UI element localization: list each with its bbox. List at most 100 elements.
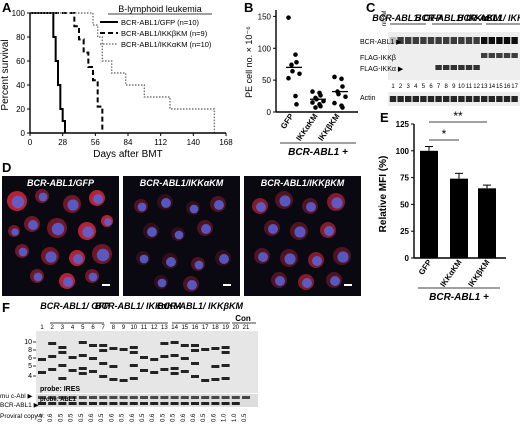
band-bcr-abl1 — [78, 402, 87, 405]
proviral-copy: 0.5 — [69, 413, 75, 422]
y-tick-label: 0 — [267, 108, 272, 117]
legend-label: BCR-ABL1/IKKαKM (n=10) — [121, 40, 212, 49]
integration-band — [180, 344, 189, 347]
sig-star-2: ** — [453, 110, 463, 123]
integration-band — [129, 346, 138, 349]
survival-curve-2 — [30, 12, 216, 133]
panel-f-letter: F — [2, 300, 10, 315]
band-bcr-abl1 — [511, 37, 518, 44]
integration-band — [191, 375, 199, 378]
integration-band — [119, 379, 128, 382]
lane-number: 5 — [422, 84, 426, 90]
lane-number: 21 — [243, 325, 250, 331]
integration-band — [211, 365, 220, 368]
band-mu-cabl — [160, 396, 169, 399]
cell-nucleus — [88, 272, 98, 282]
integration-band — [129, 364, 138, 367]
proviral-copy: 0.5 — [58, 413, 64, 422]
lane-number: 9 — [122, 325, 126, 331]
data-point — [294, 59, 299, 65]
integration-band — [99, 349, 108, 352]
band-actin — [511, 96, 518, 102]
panel-c-letter: C — [366, 0, 376, 15]
integration-band — [58, 351, 67, 354]
band-actin — [435, 96, 442, 102]
band-mu-cabl — [119, 396, 128, 399]
size-marker: 6 — [28, 355, 32, 362]
integration-band — [58, 364, 67, 367]
lane-number: 20 — [232, 325, 239, 331]
band-bcr-abl1 — [473, 37, 480, 44]
micrograph-ikka: BCR-ABL1/IKKαKM — [123, 176, 240, 296]
band-actin — [465, 96, 473, 102]
integration-band — [99, 344, 108, 347]
band-bcr-abl1 — [427, 37, 435, 44]
cell-nucleus — [302, 278, 312, 288]
data-point — [290, 68, 295, 74]
x-tick-label: 112 — [154, 138, 167, 147]
legend-title: B-lymphoid leukemia — [118, 4, 202, 14]
integration-band — [211, 347, 220, 350]
band-mu-cabl — [140, 396, 148, 399]
cell-nucleus — [284, 253, 296, 265]
scale-bar — [102, 284, 110, 286]
lane-number: 1 — [391, 84, 395, 90]
proviral-copy: 0.6 — [181, 413, 187, 422]
group-label: IKKαKM — [438, 258, 463, 289]
integration-band — [160, 342, 169, 345]
cell-nucleus — [147, 227, 157, 237]
band-actin — [412, 96, 419, 102]
panel-d-letter: D — [2, 160, 12, 175]
data-point — [340, 105, 345, 110]
integration-band — [99, 375, 108, 378]
pe-cell-ylabel: PE cell no. × 10⁻⁶ — [244, 26, 254, 98]
scale-bar — [223, 284, 231, 286]
lane-number: 7 — [437, 84, 441, 90]
lane-number: 10 — [130, 325, 137, 331]
lane-number: 14 — [171, 325, 178, 331]
integration-band — [160, 355, 169, 358]
data-point — [310, 100, 315, 105]
blot-header-gfp: BCR-ABL1/ GFP — [372, 13, 442, 23]
integration-band — [38, 358, 46, 361]
proviral-copy: 0.5 — [242, 413, 248, 422]
lane-number: 15 — [496, 84, 503, 90]
cell-nucleus — [73, 254, 83, 264]
integration-band — [191, 362, 199, 365]
panel-a-letter: A — [2, 0, 12, 15]
mfi-bar — [478, 188, 496, 258]
proviral-copy: 0.5 — [120, 413, 126, 422]
x-tick-label: 56 — [91, 138, 100, 147]
integration-band — [191, 349, 199, 352]
data-point — [297, 71, 302, 77]
integration-band — [191, 344, 199, 347]
band-bcr-abl1 — [180, 402, 189, 405]
mfi-chart: 0 25 50 75 100 125 GFP IKKαKM IKKβKM Relative M… — [378, 110, 506, 303]
band-flag-ikka: FLAG-IKKα ▶ — [360, 66, 404, 73]
cell-nucleus — [33, 272, 43, 282]
panel-e-letter: E — [380, 110, 389, 125]
proviral-copy: 0.6 — [89, 413, 95, 422]
y-tick-label: 100 — [396, 147, 410, 156]
cell-nucleus — [139, 254, 149, 264]
y-tick-label: 50 — [262, 76, 271, 85]
band-bcr-abl1 — [140, 402, 148, 405]
data-point — [286, 15, 291, 20]
band-mu-cabl — [231, 396, 240, 399]
integration-band — [201, 379, 210, 382]
cell-nucleus — [312, 256, 322, 266]
proviral-copy: 0.6 — [211, 413, 217, 422]
group-label: GFP — [417, 257, 434, 276]
cell-nucleus — [279, 195, 291, 207]
band-bcr-abl1 — [89, 402, 97, 405]
band-mu-cabl — [211, 396, 220, 399]
cell-nucleus — [219, 254, 229, 264]
cell-nucleus — [275, 276, 285, 286]
lane-number: 6 — [91, 325, 95, 331]
legend-label: BCR-ABL1/GFP (n=10) — [121, 18, 200, 27]
survival-chart: 0 20 40 60 80 100 0 28 56 84 112 140 168 Percent su… — [0, 4, 233, 160]
integration-band — [140, 369, 148, 372]
data-point — [318, 103, 323, 109]
cell-nucleus — [104, 218, 112, 226]
southern-blot: BCR-ABL1/ GFP BCR-ABL1/ IKKαKM BCR-ABL1/… — [0, 301, 258, 422]
